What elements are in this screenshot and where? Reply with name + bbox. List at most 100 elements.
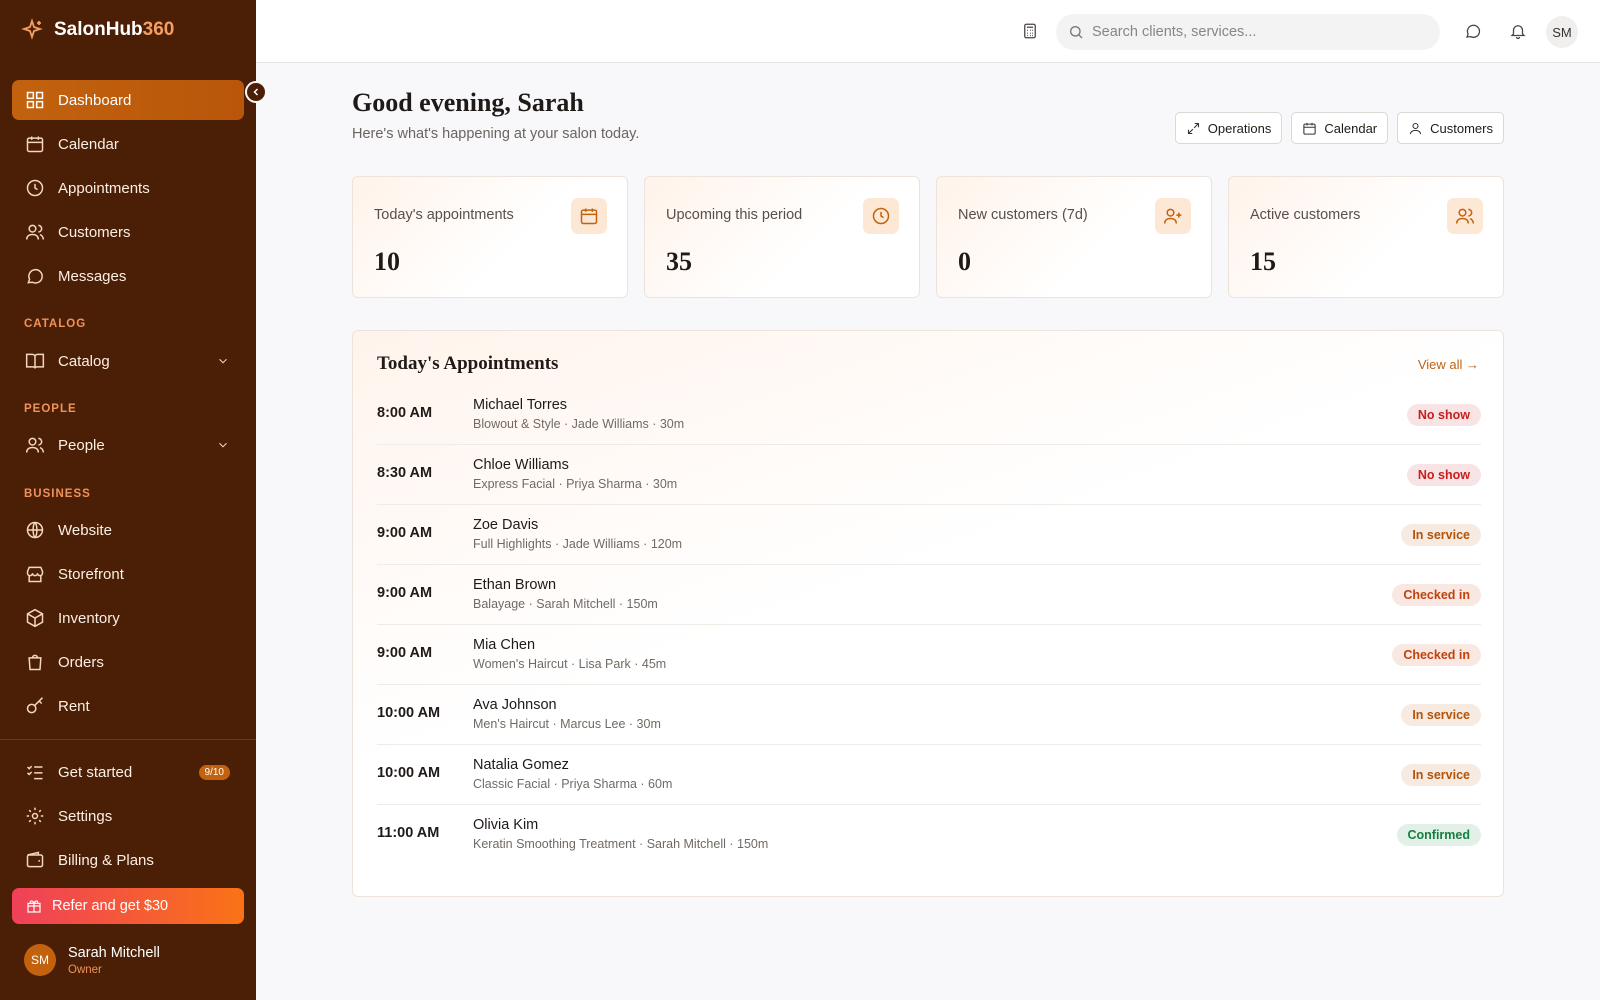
status-badge: In service bbox=[1401, 764, 1481, 786]
status-badge: No show bbox=[1406, 464, 1481, 486]
stat-icon bbox=[863, 198, 899, 234]
appointment-detail: Balayage · Sarah Mitchell · 150m bbox=[473, 597, 658, 611]
user-name: Sarah Mitchell bbox=[68, 944, 160, 961]
panel-title: Today's Appointments bbox=[377, 353, 559, 374]
status-badge: Confirmed bbox=[1396, 824, 1481, 846]
header-avatar[interactable]: SM bbox=[1546, 16, 1578, 48]
nav-item[interactable]: Messages bbox=[12, 256, 244, 296]
appointment-row[interactable]: 10:00 AM Ava Johnson Men's Haircut · Marcu… bbox=[377, 684, 1481, 745]
client-name: Ava Johnson bbox=[473, 697, 557, 713]
view-all-link[interactable]: View all → bbox=[1417, 357, 1479, 372]
nav-item[interactable]: People bbox=[12, 425, 244, 465]
nav-item[interactable]: Storefront bbox=[12, 554, 244, 594]
nav-label: Rent bbox=[58, 697, 90, 715]
user-role: Owner bbox=[68, 963, 102, 976]
refer-button[interactable]: Refer and get $30 bbox=[12, 888, 244, 924]
nav-item[interactable]: Orders bbox=[12, 642, 244, 682]
appointment-time: 8:00 AM bbox=[377, 405, 433, 421]
nav-label: Orders bbox=[58, 653, 104, 671]
appointment-time: 10:00 AM bbox=[377, 765, 441, 781]
nav-label: Appointments bbox=[58, 179, 150, 197]
appointment-row[interactable]: 9:00 AM Mia Chen Women's Haircut · Lisa Pa… bbox=[377, 624, 1481, 685]
top-bar: Search clients, services... SM bbox=[256, 0, 1600, 63]
appointment-row[interactable]: 8:00 AM Michael Torres Blowout & Style · J… bbox=[377, 384, 1481, 445]
appointment-detail: Women's Haircut · Lisa Park · 45m bbox=[473, 657, 667, 671]
brand-suffix: 360 bbox=[142, 19, 175, 40]
search-input[interactable]: Search clients, services... bbox=[1056, 14, 1440, 50]
action-button[interactable]: Customers bbox=[1397, 112, 1504, 144]
view-all-label: View all bbox=[1417, 357, 1463, 372]
client-name: Natalia Gomez bbox=[473, 757, 569, 773]
appointment-time: 11:00 AM bbox=[377, 825, 440, 841]
appointment-detail: Full Highlights · Jade Williams · 120m bbox=[473, 537, 683, 551]
appointment-time: 9:00 AM bbox=[377, 585, 433, 601]
stat-label: Upcoming this period bbox=[666, 207, 803, 223]
nav-badge: 9/10 bbox=[198, 764, 230, 780]
status-badge: In service bbox=[1401, 704, 1481, 726]
nav-heading: BUSINESS bbox=[24, 488, 91, 500]
appointment-detail: Express Facial · Priya Sharma · 30m bbox=[473, 477, 678, 491]
appointment-time: 9:00 AM bbox=[377, 645, 433, 661]
nav-item[interactable]: Inventory bbox=[12, 598, 244, 638]
stat-icon bbox=[571, 198, 607, 234]
brand[interactable]: SalonHub360 bbox=[20, 18, 174, 42]
appointment-time: 8:30 AM bbox=[377, 465, 433, 481]
appointment-row[interactable]: 11:00 AM Olivia Kim Keratin Smoothing Trea… bbox=[377, 804, 1481, 865]
appointment-detail: Classic Facial · Priya Sharma · 60m bbox=[473, 777, 673, 791]
stat-card: Upcoming this period 35 bbox=[644, 176, 920, 298]
client-name: Chloe Williams bbox=[473, 457, 569, 473]
stat-card: New customers (7d) 0 bbox=[936, 176, 1212, 298]
calculator-icon[interactable] bbox=[1021, 22, 1039, 40]
status-badge: In service bbox=[1401, 524, 1481, 546]
nav-item[interactable]: Dashboard bbox=[12, 80, 244, 120]
stat-card: Today's appointments 10 bbox=[352, 176, 628, 298]
subtitle: Here's what's happening at your salon to… bbox=[352, 126, 640, 142]
divider bbox=[0, 739, 256, 740]
stat-value: 35 bbox=[666, 247, 692, 276]
action-label: Customers bbox=[1430, 120, 1493, 136]
nav-label: Dashboard bbox=[58, 91, 132, 109]
stat-icon bbox=[1155, 198, 1191, 234]
action-label: Operations bbox=[1207, 120, 1272, 136]
user-profile[interactable]: SM Sarah Mitchell Owner bbox=[24, 944, 160, 976]
nav-item[interactable]: Billing & Plans bbox=[12, 840, 244, 880]
client-name: Ethan Brown bbox=[473, 577, 557, 593]
appointment-row[interactable]: 10:00 AM Natalia Gomez Classic Facial · Pr… bbox=[377, 744, 1481, 805]
action-label: Calendar bbox=[1324, 120, 1378, 136]
nav-item[interactable]: Appointments bbox=[12, 168, 244, 208]
nav-item[interactable]: Get started 9/10 bbox=[12, 752, 244, 792]
nav-label: Billing & Plans bbox=[58, 851, 154, 869]
nav-item[interactable]: Customers bbox=[12, 212, 244, 252]
appointments-panel: Today's Appointments View all → 8:00 AM M… bbox=[352, 330, 1504, 897]
stat-value: 0 bbox=[958, 247, 971, 276]
status-badge: Checked in bbox=[1392, 644, 1481, 666]
appointment-time: 9:00 AM bbox=[377, 525, 433, 541]
appointment-row[interactable]: 9:00 AM Ethan Brown Balayage · Sarah Mitch… bbox=[377, 564, 1481, 625]
nav-label: Inventory bbox=[58, 609, 120, 627]
collapse-button[interactable] bbox=[245, 81, 267, 103]
notifications-icon[interactable] bbox=[1509, 22, 1527, 40]
nav-item[interactable]: Rent bbox=[12, 686, 244, 726]
nav-item[interactable]: Catalog bbox=[12, 341, 244, 381]
nav-label: Catalog bbox=[58, 352, 110, 370]
appointment-row[interactable]: 9:00 AM Zoe Davis Full Highlights · Jade W… bbox=[377, 504, 1481, 565]
stat-cards: Today's appointments 10 Upcoming this peri… bbox=[352, 176, 1504, 298]
nav-item[interactable]: Calendar bbox=[12, 124, 244, 164]
client-name: Olivia Kim bbox=[473, 817, 539, 833]
stat-label: New customers (7d) bbox=[958, 207, 1088, 223]
messages-icon[interactable] bbox=[1464, 22, 1482, 40]
nav-label: Storefront bbox=[58, 565, 124, 583]
quick-actions: Operations Calendar Customers bbox=[1174, 112, 1504, 144]
stat-value: 15 bbox=[1250, 247, 1276, 276]
action-button[interactable]: Calendar bbox=[1291, 112, 1389, 144]
nav-item[interactable]: Settings bbox=[12, 796, 244, 836]
status-badge: No show bbox=[1406, 404, 1481, 426]
nav-item[interactable]: Website bbox=[12, 510, 244, 550]
nav-label: People bbox=[58, 436, 105, 454]
appointment-row[interactable]: 8:30 AM Chloe Williams Express Facial · Pr… bbox=[377, 444, 1481, 505]
status-badge: Checked in bbox=[1392, 584, 1481, 606]
user-avatar: SM bbox=[24, 944, 56, 976]
action-button[interactable]: Operations bbox=[1174, 112, 1283, 144]
